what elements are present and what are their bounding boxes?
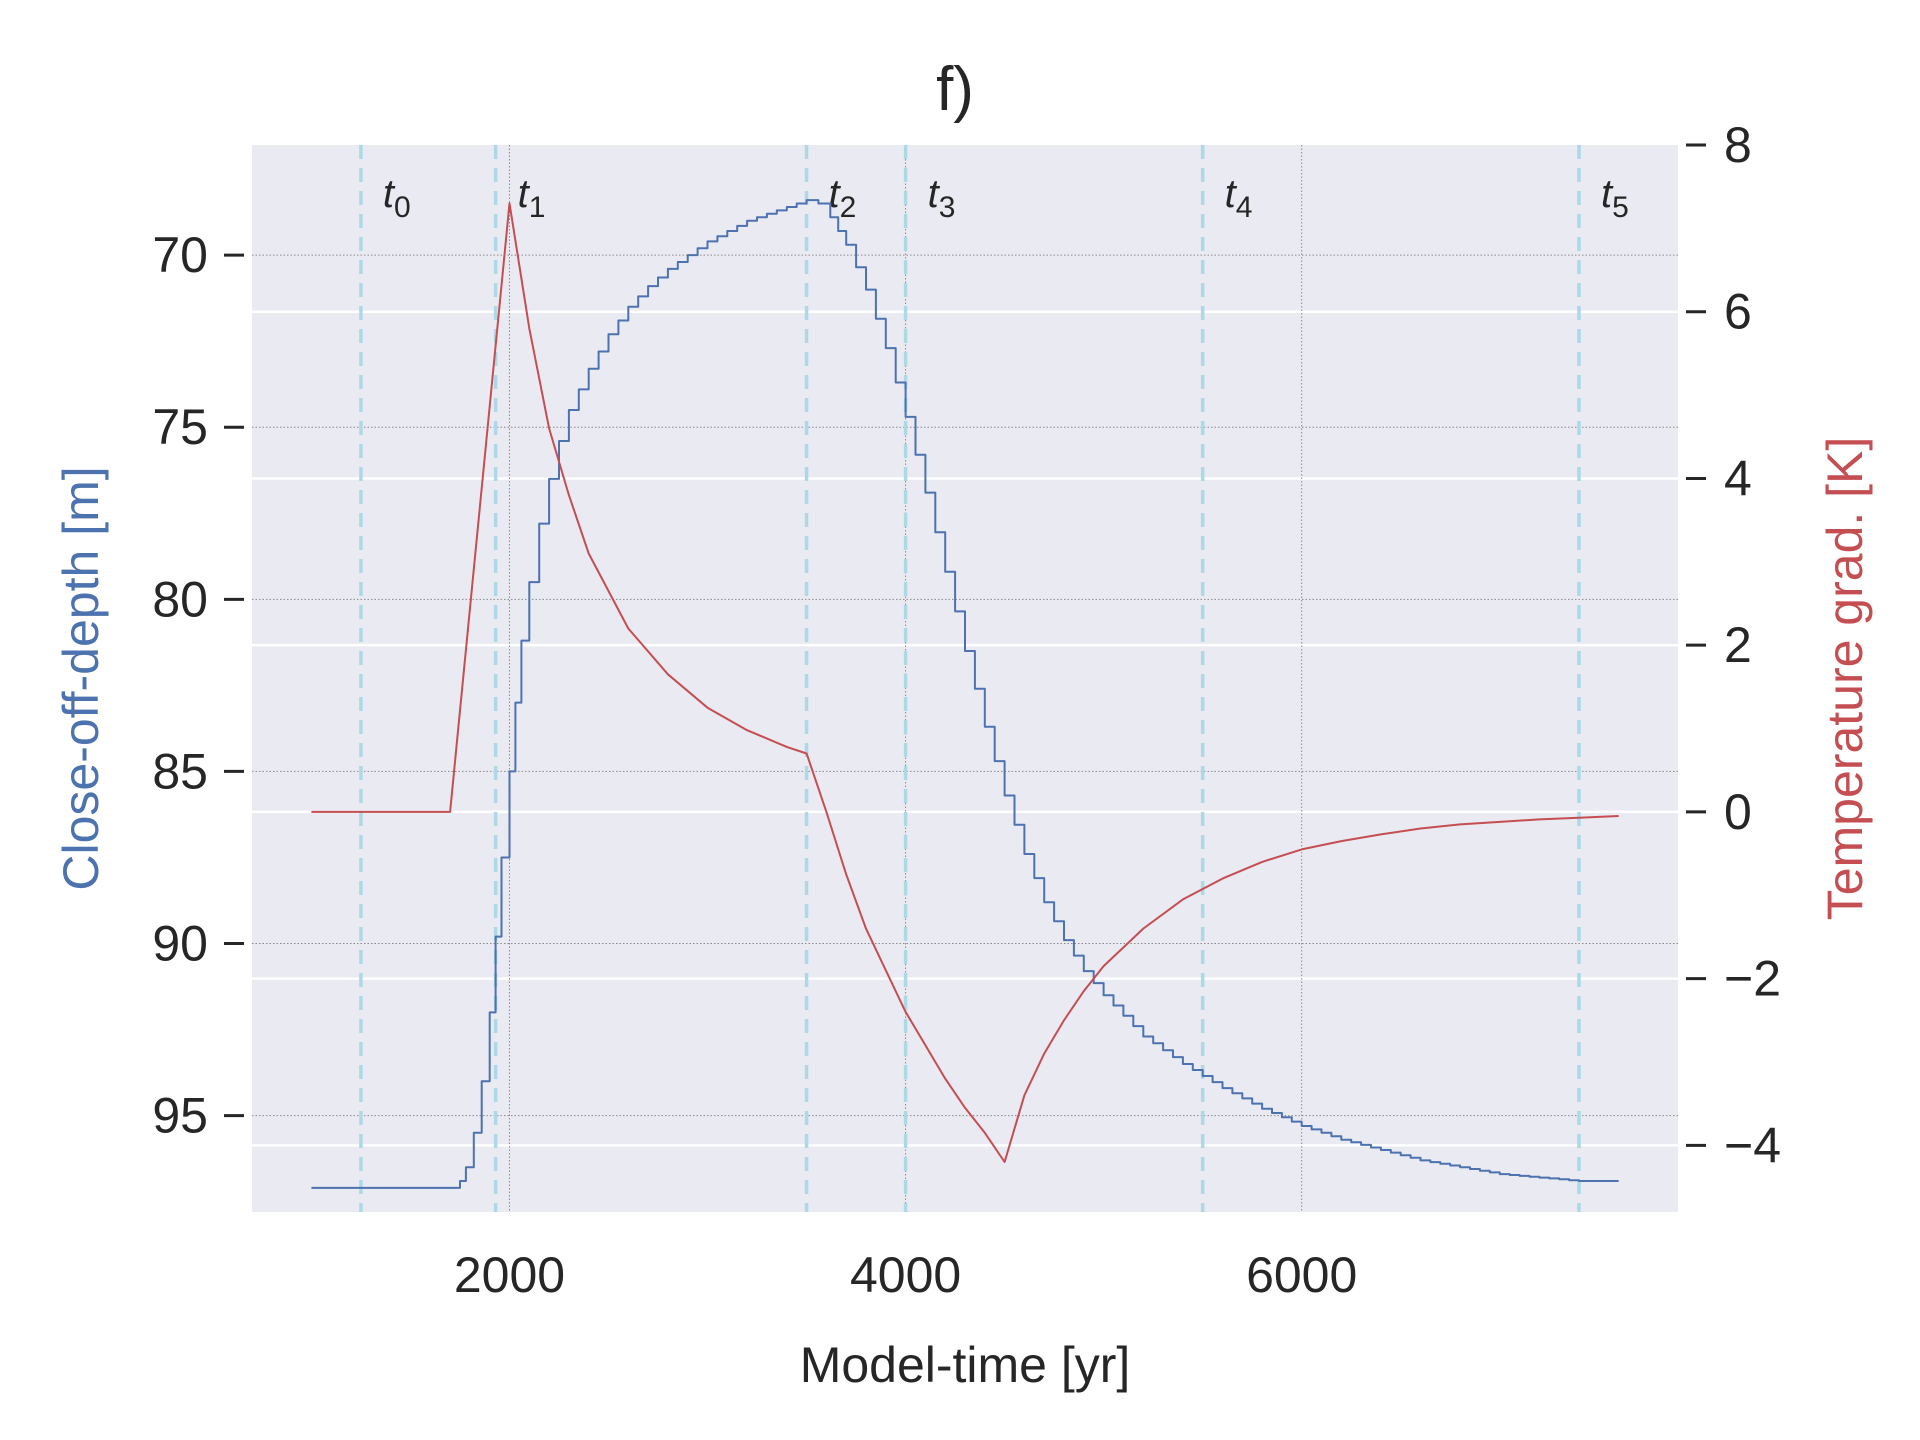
y-tick-label-right: 8: [1724, 117, 1752, 173]
y-tick-label-left: 85: [152, 743, 208, 799]
y-tick-label-right: 6: [1724, 284, 1752, 340]
x-tick-label: 6000: [1246, 1247, 1357, 1303]
y-axis-label-left: Close-off-depth [m]: [53, 466, 109, 890]
plot-area: [252, 145, 1678, 1212]
y-tick-label-left: 80: [152, 571, 208, 627]
y-tick-label-left: 90: [152, 916, 208, 972]
series-layer: [311, 199, 1619, 1189]
chart-title: f): [936, 55, 974, 124]
y-tick-label-left: 70: [152, 227, 208, 283]
y-tick-label-right: −4: [1724, 1117, 1781, 1173]
series-line-temperature: [311, 202, 1619, 1163]
y-axis-label-right: Temperature grad. [K]: [1817, 437, 1873, 921]
x-axis-label: Model-time [yr]: [800, 1337, 1131, 1393]
y-tick-label-right: −2: [1724, 951, 1781, 1007]
axis-layer: 70 75 80 85 90 95 8 6 4 2 0 −2 −4 2000 4000 6000: [152, 117, 1781, 1303]
y-tick-label-left: 95: [152, 1088, 208, 1144]
x-tick-label: 4000: [850, 1247, 961, 1303]
y-tick-label-right: 2: [1724, 617, 1752, 673]
x-tick-label: 2000: [454, 1247, 565, 1303]
y-tick-label-left: 75: [152, 399, 208, 455]
y-tick-label-right: 4: [1724, 450, 1752, 506]
series-line-depth: [311, 199, 1619, 1189]
y-tick-label-right: 0: [1724, 784, 1752, 840]
